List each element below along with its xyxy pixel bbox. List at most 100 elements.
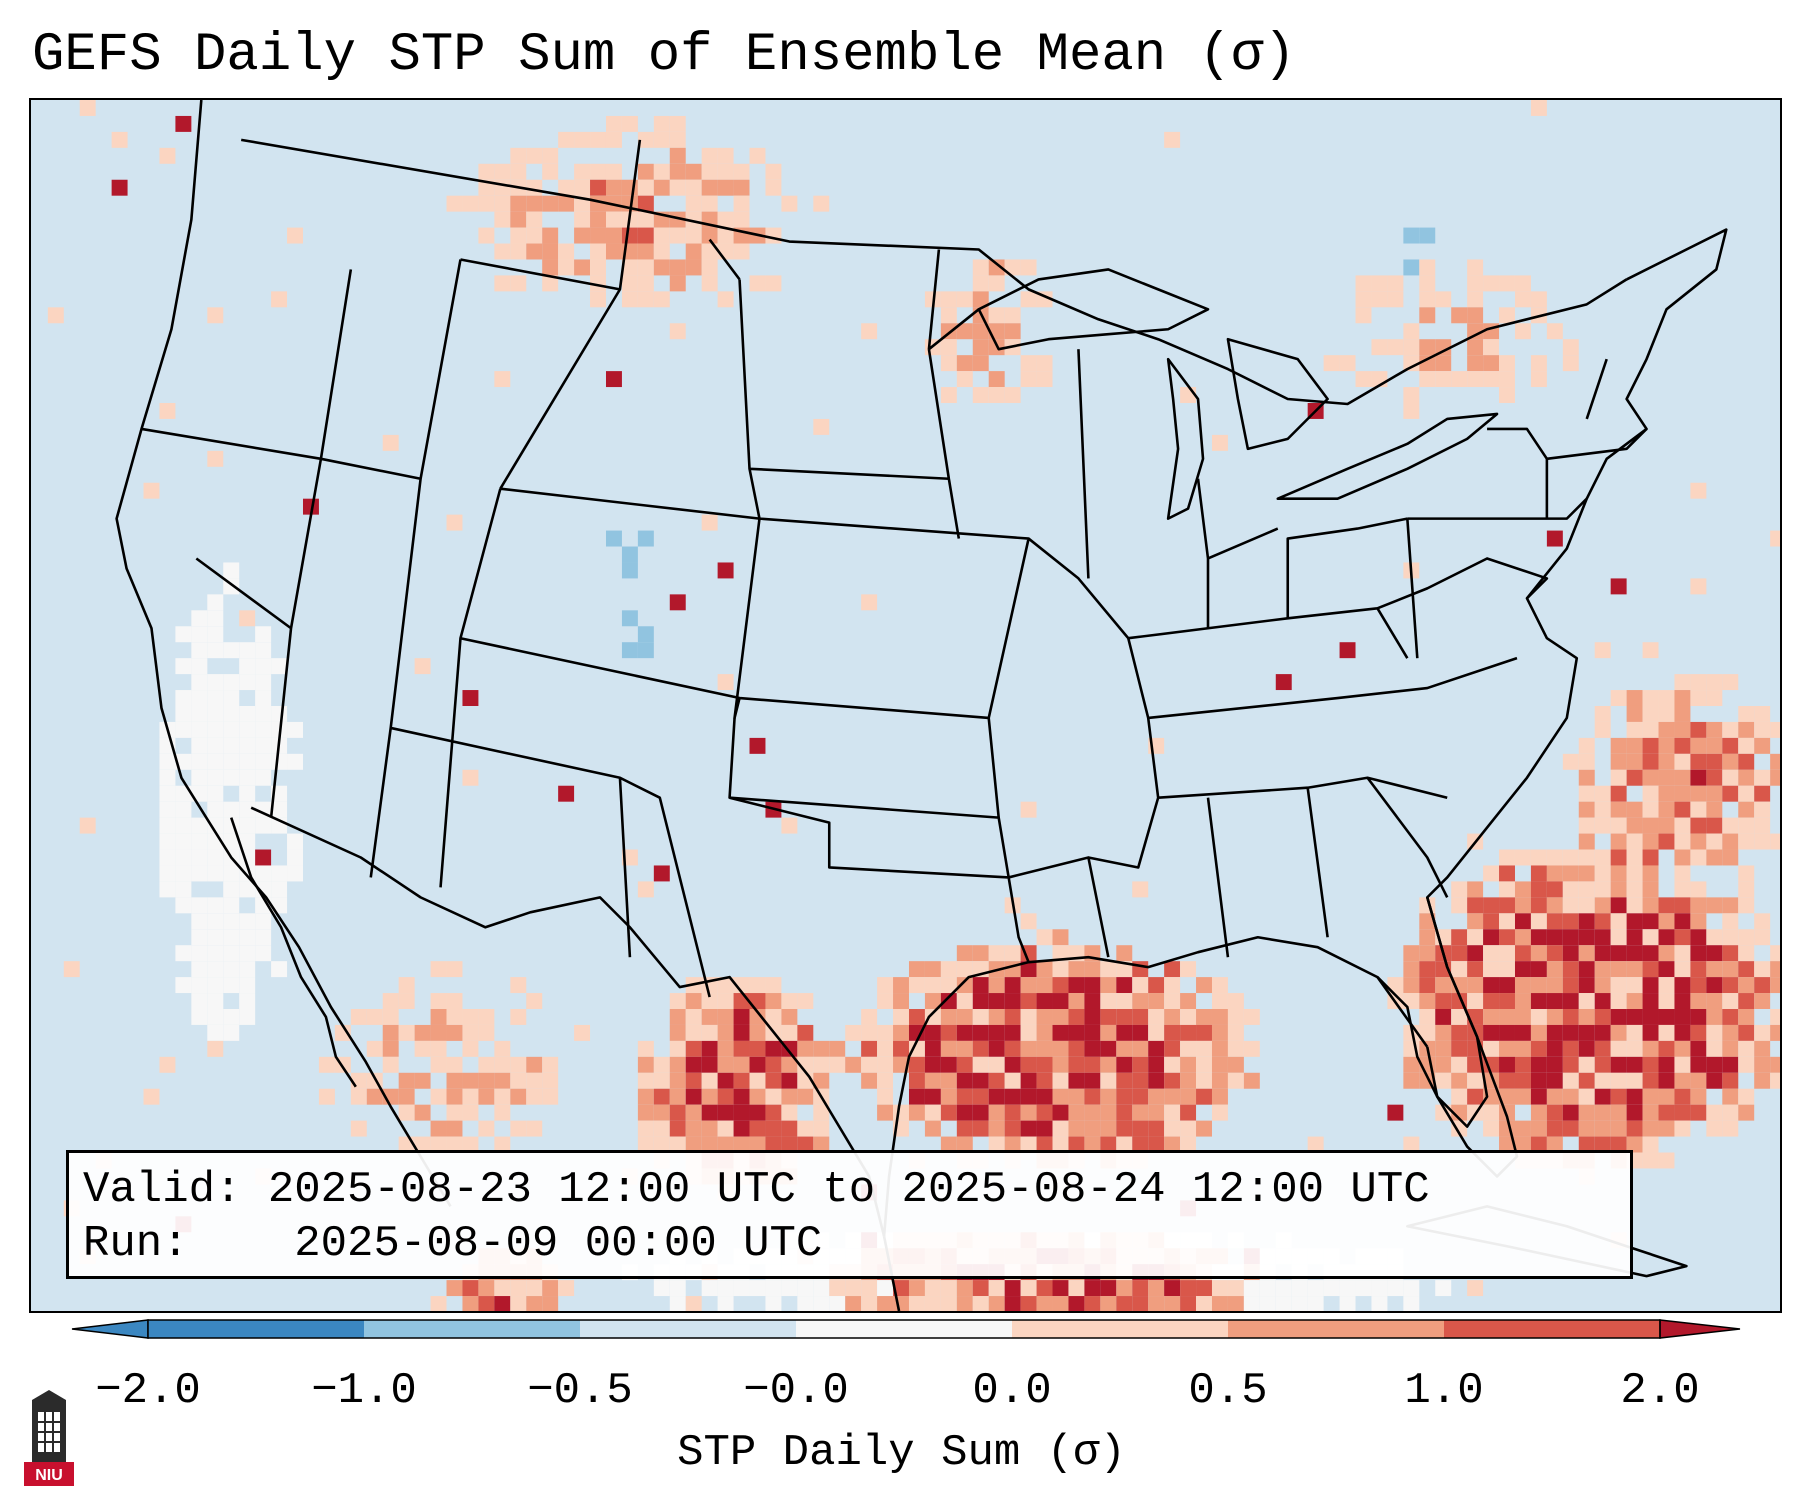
stp-cell xyxy=(1435,1072,1452,1089)
stp-cell xyxy=(1610,753,1627,770)
stp-cell xyxy=(1020,1104,1037,1121)
florida xyxy=(1376,897,1489,1128)
stp-cell xyxy=(430,1088,447,1105)
stp-cell xyxy=(605,371,622,388)
stp-cell xyxy=(1483,929,1500,946)
stp-cell xyxy=(956,291,973,308)
stp-cell xyxy=(478,1056,495,1073)
stp-cell xyxy=(255,913,272,930)
stp-cell xyxy=(701,1120,718,1137)
colorbar-tick-2: −1.0 xyxy=(311,1366,417,1416)
stp-cell xyxy=(1754,913,1771,930)
stp-cell xyxy=(1754,833,1771,850)
stp-cell xyxy=(191,769,208,786)
stp-cell xyxy=(1132,1120,1149,1137)
stp-cell xyxy=(685,227,702,244)
stp-cell xyxy=(1578,897,1595,914)
stp-cell xyxy=(1722,769,1739,786)
stp-cell xyxy=(1594,1120,1611,1137)
stp-cell xyxy=(1435,1024,1452,1041)
stp-cell xyxy=(1116,993,1133,1009)
stp-cell xyxy=(1594,849,1611,866)
stp-cell xyxy=(510,1296,527,1311)
stp-cell xyxy=(1068,1072,1085,1089)
stp-cell xyxy=(1100,1296,1117,1311)
stp-cell xyxy=(1674,945,1691,962)
stp-cell xyxy=(1435,1104,1452,1121)
stp-cell xyxy=(717,1040,734,1057)
stp-cell xyxy=(781,1280,798,1297)
stp-cell xyxy=(749,1120,766,1137)
stp-cell xyxy=(1706,833,1723,850)
stp-cell xyxy=(749,1040,766,1057)
stp-cell xyxy=(1578,929,1595,946)
stp-cell xyxy=(462,1024,479,1041)
stp-cell xyxy=(239,801,256,818)
stp-cell xyxy=(175,721,192,738)
stp-cell xyxy=(1754,961,1771,978)
stp-cell xyxy=(1578,1024,1595,1041)
stp-cell xyxy=(366,1088,383,1105)
stp-cell xyxy=(1626,977,1643,994)
stp-cell xyxy=(302,498,319,515)
stp-cell xyxy=(1562,897,1579,914)
stp-cell xyxy=(1499,881,1515,898)
stp-cell xyxy=(972,275,989,292)
stp-cell xyxy=(223,737,240,754)
stp-cell xyxy=(1164,1104,1181,1121)
stp-cell xyxy=(637,211,654,228)
stp-cell xyxy=(1116,1024,1133,1041)
stp-cell xyxy=(781,817,798,834)
stp-cell xyxy=(1084,1008,1101,1025)
stp-cell xyxy=(590,227,606,244)
stp-cell xyxy=(255,705,272,722)
stp-cell xyxy=(701,1040,718,1057)
stp-cell xyxy=(1754,801,1771,818)
state-lines-west xyxy=(141,139,1030,998)
stp-cell xyxy=(1052,977,1069,994)
stp-cell xyxy=(1004,307,1021,324)
stp-cell xyxy=(494,1088,511,1105)
stp-cell xyxy=(1483,371,1500,388)
stp-cell xyxy=(1116,1296,1133,1311)
stp-cell xyxy=(717,227,734,244)
stp-cell xyxy=(1738,817,1755,834)
stp-cell xyxy=(1674,881,1691,898)
stp-cell xyxy=(1403,1296,1420,1311)
stp-cell xyxy=(207,801,224,818)
stp-cell xyxy=(1722,1008,1739,1025)
stp-cell xyxy=(255,674,272,691)
stp-cell xyxy=(1514,1072,1531,1089)
stp-cell xyxy=(940,1088,957,1105)
stp-cell xyxy=(1004,1120,1021,1137)
stp-cell xyxy=(271,753,288,770)
stp-cell xyxy=(653,179,670,196)
stp-cell xyxy=(637,1088,654,1105)
stp-cell xyxy=(861,1040,878,1057)
stp-cell xyxy=(47,307,64,324)
stp-cell xyxy=(845,1296,862,1311)
map-svg xyxy=(47,100,1780,1311)
stp-cell xyxy=(1196,1296,1212,1311)
stp-cell xyxy=(526,1088,543,1105)
stp-cell xyxy=(637,179,654,196)
stp-cell xyxy=(143,482,160,499)
stp-cell xyxy=(462,1088,479,1105)
stp-cell xyxy=(972,387,989,403)
stp-cell xyxy=(207,642,224,659)
stp-cell xyxy=(398,1104,415,1121)
stp-cell xyxy=(1116,1136,1133,1153)
stp-cell xyxy=(1706,737,1723,754)
stp-cell xyxy=(605,530,622,547)
stp-cell xyxy=(1690,753,1707,770)
stp-cell xyxy=(494,1056,511,1073)
stp-cell xyxy=(1594,1104,1611,1121)
stp-cell xyxy=(988,1136,1005,1153)
stp-cell xyxy=(526,195,543,212)
stp-cell xyxy=(1084,1072,1101,1089)
colorbar-tick-7: 1.0 xyxy=(1404,1366,1484,1416)
stp-cell xyxy=(972,1024,989,1041)
stp-cell xyxy=(255,737,272,754)
stp-cell xyxy=(1530,1072,1547,1089)
stp-cell xyxy=(1020,1088,1037,1105)
